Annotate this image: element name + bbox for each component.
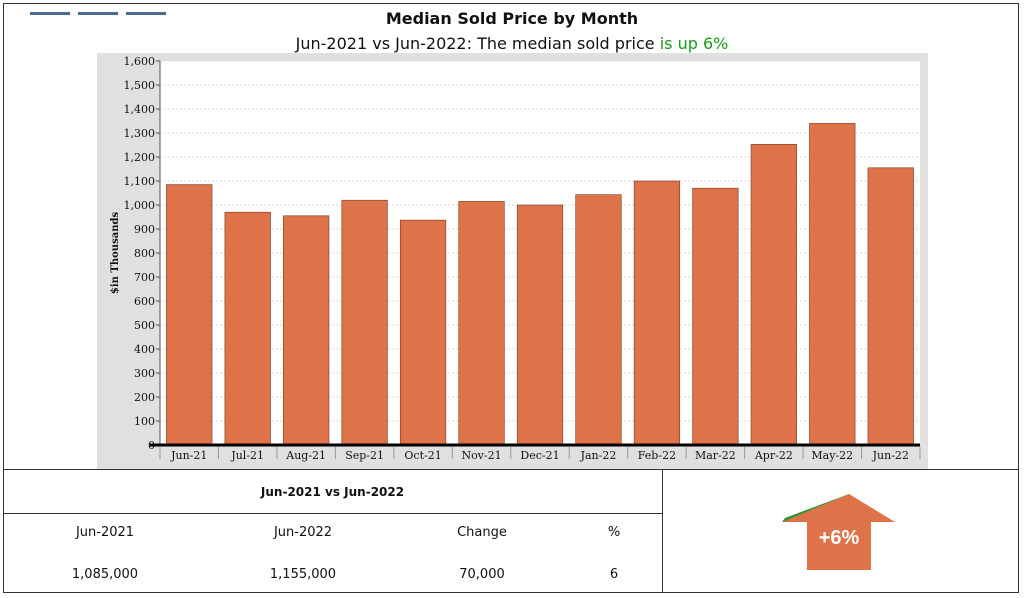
y-tick-label: 1,300 bbox=[124, 127, 156, 140]
y-tick-label: 400 bbox=[134, 343, 155, 356]
y-tick-label: 200 bbox=[134, 391, 155, 404]
x-tick-label: May-22 bbox=[811, 449, 853, 462]
bar bbox=[809, 123, 856, 446]
bar bbox=[516, 204, 564, 446]
x-tick-label: Mar-22 bbox=[695, 449, 736, 462]
bar-chart-svg: 01002003004005006007008009001,0001,1001,… bbox=[110, 55, 921, 462]
bar bbox=[633, 180, 681, 446]
x-tick-label: Dec-21 bbox=[520, 449, 559, 462]
y-tick-label: 1,200 bbox=[124, 151, 156, 164]
y-tick-label: 800 bbox=[134, 247, 155, 260]
header-jun-2022: Jun-2022 bbox=[273, 525, 333, 540]
x-tick-label: Jun-22 bbox=[872, 449, 909, 462]
comparison-table: Jun-2021 vs Jun-2022 Jun-2021 Jun-2022 C… bbox=[3, 469, 663, 593]
y-tick-label: 100 bbox=[134, 415, 155, 428]
x-tick-label: Aug-21 bbox=[285, 449, 326, 462]
y-tick-label: 600 bbox=[134, 295, 155, 308]
bar bbox=[166, 184, 213, 446]
y-tick-label: 700 bbox=[134, 271, 155, 284]
value-jun-2022: 1,155,000 bbox=[269, 567, 337, 582]
up-arrow-shape bbox=[783, 494, 895, 570]
arrow-shadow-left bbox=[782, 494, 849, 522]
y-tick-label: 900 bbox=[134, 223, 155, 236]
bar bbox=[867, 167, 914, 446]
bar bbox=[692, 187, 739, 446]
y-tick-label: 300 bbox=[134, 367, 155, 380]
bar bbox=[341, 199, 388, 446]
x-tick-label: Nov-21 bbox=[461, 449, 501, 462]
y-tick-label: 1,600 bbox=[124, 55, 156, 68]
y-tick-label: 1,100 bbox=[124, 175, 156, 188]
x-tick-label: Oct-21 bbox=[404, 449, 441, 462]
chart-title: Median Sold Price by Month bbox=[385, 9, 639, 28]
header-percent: % bbox=[607, 525, 621, 540]
bar bbox=[458, 201, 505, 446]
x-tick-label: Jan-22 bbox=[580, 449, 617, 462]
y-axis-title: $in Thousands bbox=[110, 212, 121, 295]
indicator-label: +6% bbox=[819, 527, 860, 549]
bar bbox=[399, 219, 447, 446]
value-percent: 6 bbox=[609, 567, 619, 582]
x-tick-label: Jun-21 bbox=[170, 449, 207, 462]
header-jun-2021: Jun-2021 bbox=[75, 525, 135, 540]
chart-subtitle: Jun-2021 vs Jun-2022: The median sold pr… bbox=[0, 34, 1024, 53]
change-indicator: +6% bbox=[663, 469, 1019, 593]
y-tick-label: 500 bbox=[134, 319, 155, 332]
top-nav-fragments bbox=[30, 0, 180, 15]
header-change: Change bbox=[457, 525, 507, 540]
subtitle-highlight: is up 6% bbox=[659, 34, 729, 53]
comparison-title: Jun-2021 vs Jun-2022 bbox=[3, 470, 662, 514]
subtitle-prefix: Jun-2021 vs Jun-2022: The median sold pr… bbox=[295, 34, 660, 53]
up-arrow-icon: +6% bbox=[782, 494, 895, 570]
x-tick-label: Jul-21 bbox=[230, 449, 264, 462]
bar-chart: 01002003004005006007008009001,0001,1001,… bbox=[97, 53, 928, 469]
bar bbox=[283, 215, 330, 446]
x-tick-label: Feb-22 bbox=[638, 449, 676, 462]
bar bbox=[575, 194, 622, 446]
bar bbox=[224, 211, 271, 446]
bar bbox=[750, 143, 797, 446]
value-change: 70,000 bbox=[459, 567, 505, 582]
y-tick-label: 1,400 bbox=[124, 103, 156, 116]
y-tick-label: 1,000 bbox=[124, 199, 156, 212]
value-jun-2021: 1,085,000 bbox=[71, 567, 139, 582]
x-tick-label: Sep-21 bbox=[345, 449, 384, 462]
report-frame bbox=[3, 3, 1019, 593]
y-tick-label: 1,500 bbox=[124, 79, 156, 92]
x-tick-label: Apr-22 bbox=[754, 449, 793, 462]
